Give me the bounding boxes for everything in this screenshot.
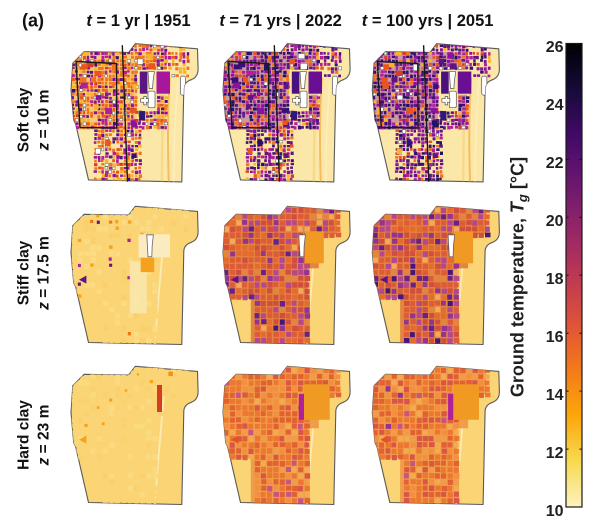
- svg-text:(a): (a): [22, 11, 44, 31]
- svg-text:26: 26: [546, 39, 564, 56]
- svg-text:t = 71 yrs | 2022: t = 71 yrs | 2022: [219, 12, 342, 30]
- svg-text:24: 24: [546, 97, 564, 114]
- svg-text:t = 1 yr | 1951: t = 1 yr | 1951: [86, 12, 190, 30]
- svg-text:z = 10 m: z = 10 m: [36, 90, 53, 152]
- svg-text:z = 23 m: z = 23 m: [36, 405, 53, 467]
- svg-text:z = 17.5 m: z = 17.5 m: [36, 236, 53, 311]
- svg-text:Ground temperature, Tg [°C]: Ground temperature, Tg [°C]: [508, 157, 531, 397]
- svg-text:12: 12: [546, 445, 564, 462]
- svg-text:22: 22: [546, 155, 564, 172]
- svg-text:Soft clay: Soft clay: [15, 87, 32, 152]
- svg-text:20: 20: [546, 213, 564, 230]
- svg-text:Hard clay: Hard clay: [15, 400, 32, 470]
- svg-text:Stiff clay: Stiff clay: [15, 240, 32, 305]
- svg-text:18: 18: [546, 271, 564, 288]
- svg-text:16: 16: [546, 329, 564, 346]
- svg-text:t = 100 yrs | 2051: t = 100 yrs | 2051: [362, 12, 494, 30]
- svg-text:14: 14: [546, 387, 564, 404]
- svg-text:10: 10: [546, 503, 564, 520]
